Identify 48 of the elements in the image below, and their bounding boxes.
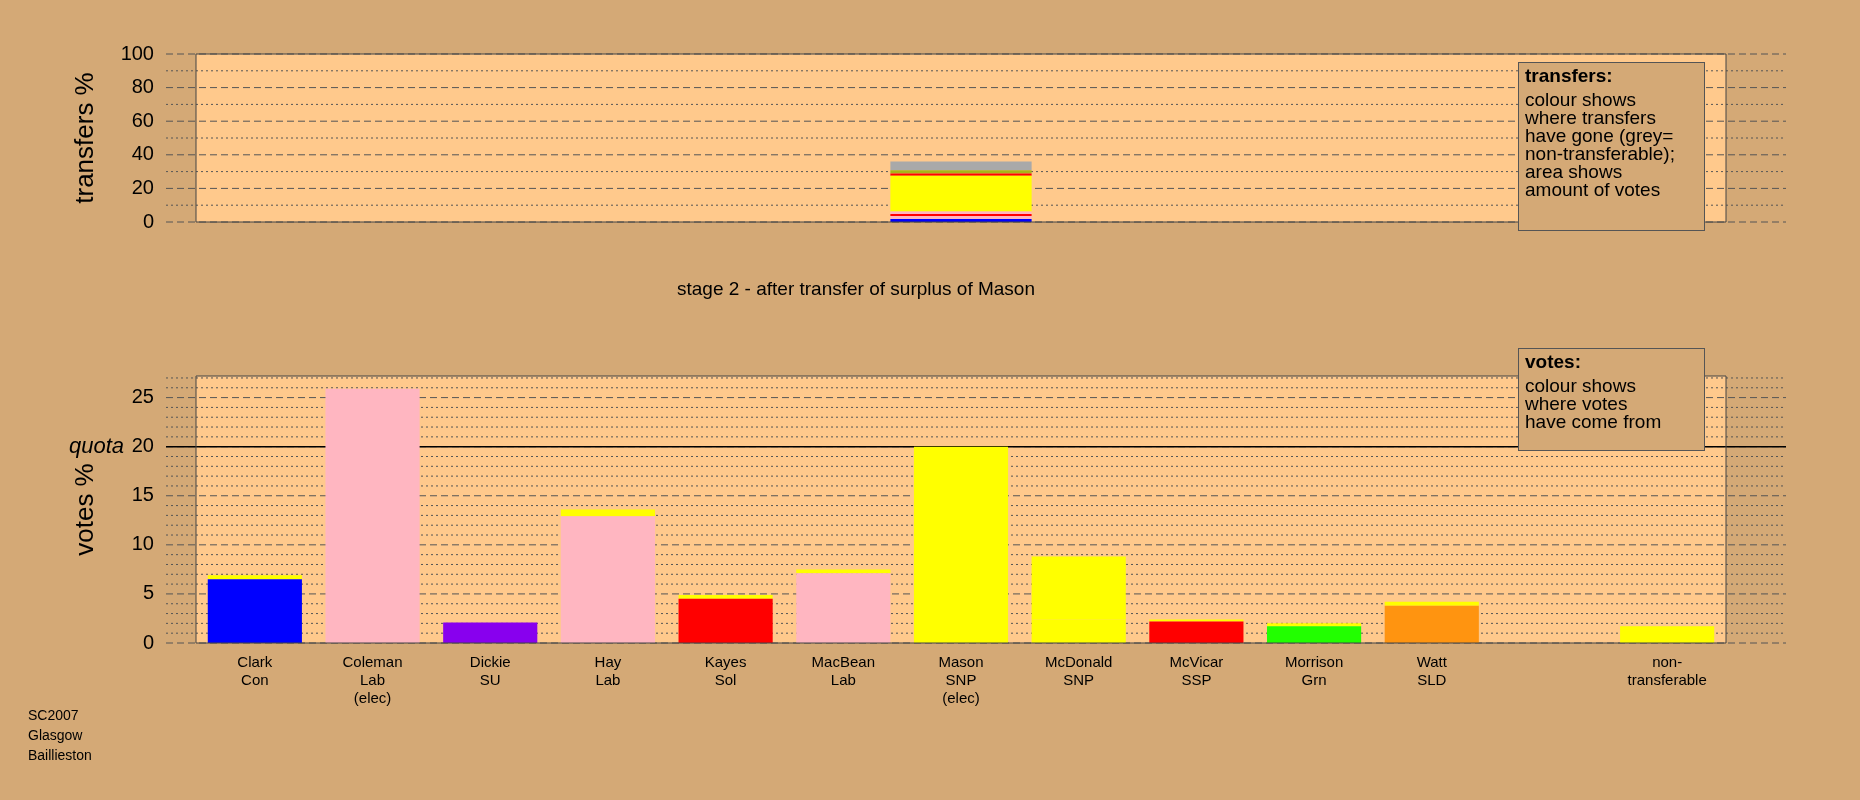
text: SC2007 Glasgow Baillieston xyxy=(28,706,92,765)
bar xyxy=(796,573,891,643)
y-tick-label: 5 xyxy=(142,581,154,604)
y-tick-label: 15 xyxy=(131,483,154,506)
bar xyxy=(678,594,773,599)
bar xyxy=(1149,621,1244,643)
x-tick-label: Kayes Sol xyxy=(704,653,747,689)
y-axis-title: transfers % xyxy=(69,72,100,204)
annotation: colour shows where transfers have gone (grey= non-transferable); area shows amount of votes xyxy=(1525,89,1676,200)
bar xyxy=(443,622,538,643)
y-tick-label: 40 xyxy=(131,142,154,165)
bar xyxy=(207,575,302,580)
bar xyxy=(1384,601,1479,606)
annotation: transfers: xyxy=(1525,65,1614,86)
x-tick-label: McVicar SSP xyxy=(1169,653,1224,689)
x-tick-label: non- transferable xyxy=(1627,653,1707,689)
text: votes: xyxy=(1525,351,1582,372)
x-tick-label: MacBean Lab xyxy=(811,653,875,689)
x-tick-label: Watt SLD xyxy=(1416,653,1448,689)
bar xyxy=(325,388,420,643)
y-tick-label: 10 xyxy=(131,532,154,555)
bar xyxy=(560,516,655,643)
y-tick-label: 60 xyxy=(131,108,154,131)
bar xyxy=(1384,605,1479,643)
y-tick-label: 25 xyxy=(131,385,154,408)
x-tick-label: McDonald SNP xyxy=(1044,653,1113,689)
y-tick-label: 0 xyxy=(142,630,154,653)
y-tick-label: 80 xyxy=(131,75,154,98)
x-tick-label: Clark Con xyxy=(237,653,273,689)
bar xyxy=(1620,626,1715,643)
y-tick-label: 0 xyxy=(142,209,154,232)
ref-line-label: quota xyxy=(68,432,124,458)
y-axis-title: votes % xyxy=(69,463,100,556)
x-tick-label: Morrison Grn xyxy=(1284,653,1344,689)
x-tick-label: Coleman Lab (elec) xyxy=(342,653,403,707)
bar xyxy=(1267,623,1362,627)
y-tick-label: 100 xyxy=(120,41,154,64)
bar xyxy=(207,579,302,643)
x-tick-label: Hay Lab xyxy=(594,653,622,689)
y-tick-label: 20 xyxy=(131,434,154,457)
x-tick-label: Dickie SU xyxy=(469,653,511,689)
bar xyxy=(678,598,773,643)
y-tick-label: 20 xyxy=(131,175,154,198)
bar xyxy=(1267,626,1362,643)
bar xyxy=(796,569,891,574)
chart-title: stage 2 - after transfer of surplus of Mason xyxy=(676,278,1036,300)
annotation: colour shows where votes have come from xyxy=(1525,375,1663,432)
x-tick-label: Mason SNP (elec) xyxy=(938,653,984,707)
